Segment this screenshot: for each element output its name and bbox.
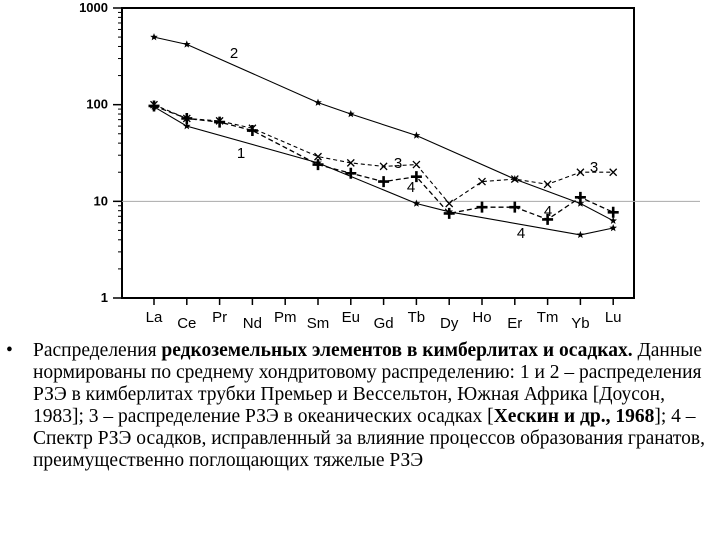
plus-marker	[443, 207, 455, 219]
series-label-4: 4	[517, 225, 525, 242]
x-tick-label: Pr	[212, 309, 227, 326]
caption-bullet: •	[6, 340, 13, 361]
y-tick-label: 10	[94, 193, 108, 208]
x-tick-label: Yb	[571, 315, 589, 332]
x-marker	[346, 158, 355, 167]
star-marker	[150, 33, 158, 41]
y-tick-label: 1	[101, 290, 108, 305]
plus-marker	[476, 201, 488, 213]
ree-chart: 1 10 100 1000 La Ce Pr Nd Pm Sm Eu Gd Tb Dy Ho Er Tm Yb Lu…	[79, 0, 700, 332]
x-tick-label: Nd	[243, 315, 262, 332]
star-marker	[183, 122, 191, 130]
caption-intro: Распределения	[33, 340, 162, 361]
x-tick-label: Tm	[537, 309, 559, 326]
series-label-3: 3	[590, 159, 598, 176]
x-marker	[576, 168, 585, 177]
plus-marker	[312, 159, 324, 171]
series-label-4: 4	[544, 203, 552, 220]
x-tick-label: Lu	[605, 309, 622, 326]
caption-bold-ref: Хескин и др., 1968	[493, 406, 655, 427]
plus-marker	[542, 213, 554, 225]
series-line-4	[153, 105, 614, 221]
x-marker	[445, 199, 454, 208]
plus-marker	[246, 125, 258, 137]
x-tick-label: Sm	[307, 315, 330, 332]
plus-marker	[410, 171, 422, 183]
plus-marker	[345, 167, 357, 179]
star-marker	[576, 230, 585, 239]
figure-caption: • Распределения редкоземельных элементов…	[6, 340, 714, 472]
plus-marker	[181, 112, 193, 124]
x-tick-label: La	[146, 309, 163, 326]
x-tick-label: Pm	[274, 309, 297, 326]
plus-marker	[378, 176, 390, 188]
plus-marker	[214, 116, 226, 128]
x-tick-label: Er	[507, 315, 522, 332]
x-tick-label: Tb	[408, 309, 426, 326]
x-marker	[543, 180, 552, 189]
plus-marker	[148, 100, 160, 112]
series-label-3: 3	[394, 155, 402, 172]
x-marker	[379, 162, 388, 171]
star-marker	[609, 216, 617, 224]
x-tick-label: Dy	[440, 315, 459, 332]
star-marker	[576, 199, 585, 207]
x-tick-label: Ho	[472, 309, 491, 326]
x-marker	[510, 175, 519, 184]
series-label-2: 2	[230, 45, 238, 62]
caption-text-2: ]; 4 – Спектр РЗЭ осадков, исправленный …	[33, 406, 705, 471]
series-2	[150, 33, 617, 224]
star-marker	[183, 40, 191, 48]
plus-marker	[574, 191, 586, 203]
series-label-4: 4	[407, 179, 415, 196]
star-marker	[314, 98, 322, 106]
chart-axes	[113, 7, 635, 305]
x-tick-label: Gd	[374, 315, 394, 332]
star-marker	[609, 223, 617, 232]
caption-body: Распределения редкоземельных элементов в…	[33, 340, 714, 472]
x-marker	[314, 152, 322, 161]
series-line-2	[153, 36, 614, 222]
plus-marker	[509, 201, 521, 213]
plot-frame	[121, 7, 635, 299]
series-layer	[148, 33, 619, 239]
x-marker	[478, 177, 486, 186]
y-tick-label: 100	[86, 97, 108, 112]
tick-labels: 1 10 100 1000 La Ce Pr Nd Pm Sm Eu Gd Tb Dy Ho Er Tm Yb Lu	[79, 0, 621, 332]
caption-text-1: Данные нормированы по среднему хондритов…	[33, 340, 703, 427]
series-line-3	[153, 104, 614, 205]
x-tick-label: Ce	[177, 315, 196, 332]
star-marker	[412, 131, 421, 139]
series-label-1: 1	[237, 145, 245, 162]
y-tick-label: 1000	[79, 0, 108, 15]
star-marker	[412, 199, 421, 207]
series-4	[148, 100, 619, 225]
plus-marker	[607, 206, 619, 218]
x-marker	[609, 168, 618, 177]
star-marker	[347, 110, 355, 118]
x-tick-label: Eu	[342, 309, 360, 326]
x-marker	[412, 160, 421, 169]
caption-bold-title: редкоземельных элементов в кимберлитах и…	[161, 340, 633, 361]
